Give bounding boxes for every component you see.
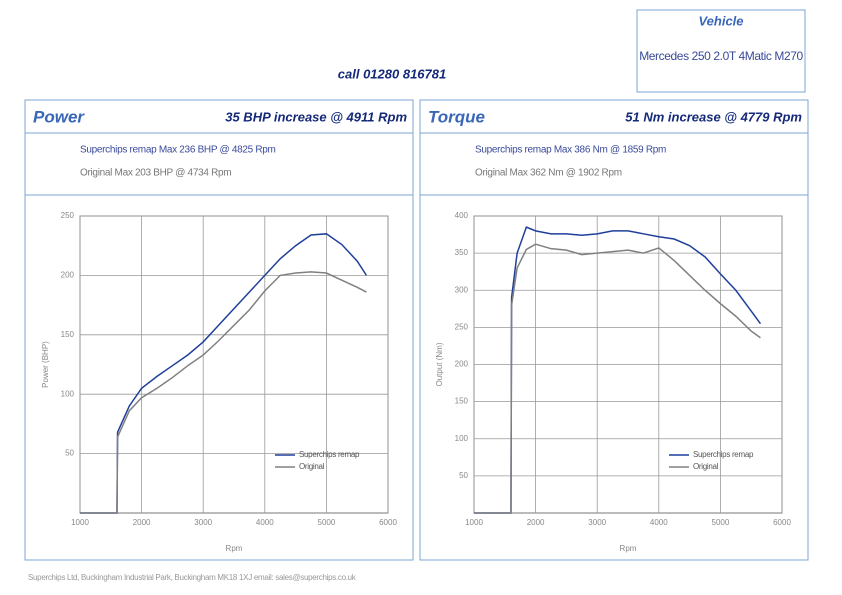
y-axis-label: Power (BHP) (41, 341, 50, 388)
y-tick-label: 400 (455, 211, 469, 220)
vehicle-name: Mercedes 250 2.0T 4Matic M270 (639, 49, 803, 63)
x-tick-label: 2000 (133, 518, 151, 527)
series-line (80, 233, 368, 514)
x-tick-label: 3000 (194, 518, 212, 527)
y-tick-label: 150 (455, 397, 469, 406)
y-tick-label: 250 (61, 211, 75, 220)
annotation: Original Max 203 BHP @ 4734 Rpm (80, 168, 231, 179)
x-tick-label: 4000 (650, 518, 668, 527)
annotation: Superchips remap Max 236 BHP @ 4825 Rpm (80, 145, 276, 156)
x-tick-label: 5000 (318, 518, 336, 527)
y-tick-label: 50 (459, 471, 468, 480)
plot-area (79, 215, 389, 514)
y-tick-label: 50 (65, 449, 74, 458)
x-tick-label: 5000 (712, 518, 730, 527)
x-tick-label: 4000 (256, 518, 274, 527)
panel (24, 99, 414, 561)
chart-subtitle: 51 Nm increase @ 4779 Rpm (625, 109, 802, 124)
legend-label: Superchips remap (693, 450, 754, 459)
x-tick-label: 6000 (773, 518, 791, 527)
y-tick-label: 250 (455, 322, 469, 331)
chart-subtitle: 35 BHP increase @ 4911 Rpm (225, 109, 407, 124)
legend-label: Original (693, 462, 719, 471)
vehicle-title: Vehicle (698, 13, 743, 28)
series-line (474, 243, 761, 514)
vehicle-box (636, 9, 806, 93)
x-tick-label: 6000 (379, 518, 397, 527)
y-axis-label: Output (Nm) (435, 342, 444, 386)
phone: call 01280 816781 (338, 66, 446, 81)
chart-title: Torque (428, 107, 485, 126)
x-axis-label: Rpm (226, 544, 243, 553)
y-tick-label: 200 (455, 360, 469, 369)
x-axis-label: Rpm (620, 544, 637, 553)
legend-label: Superchips remap (299, 450, 360, 459)
chart-title: Power (33, 107, 85, 126)
y-tick-label: 100 (61, 389, 75, 398)
y-tick-label: 350 (455, 248, 469, 257)
legend-label: Original (299, 462, 325, 471)
x-tick-label: 2000 (527, 518, 545, 527)
y-tick-label: 200 (61, 271, 75, 280)
x-tick-label: 1000 (71, 518, 89, 527)
series-line (474, 226, 762, 514)
panel (419, 99, 809, 561)
series-line (80, 271, 367, 514)
y-tick-label: 300 (455, 285, 469, 294)
y-tick-label: 100 (455, 434, 469, 443)
footer: Superchips Ltd, Buckingham Industrial Pa… (28, 573, 357, 582)
y-tick-label: 150 (61, 330, 75, 339)
x-tick-label: 1000 (465, 518, 483, 527)
annotation: Superchips remap Max 386 Nm @ 1859 Rpm (475, 145, 666, 156)
x-tick-label: 3000 (588, 518, 606, 527)
annotation: Original Max 362 Nm @ 1902 Rpm (475, 168, 622, 179)
